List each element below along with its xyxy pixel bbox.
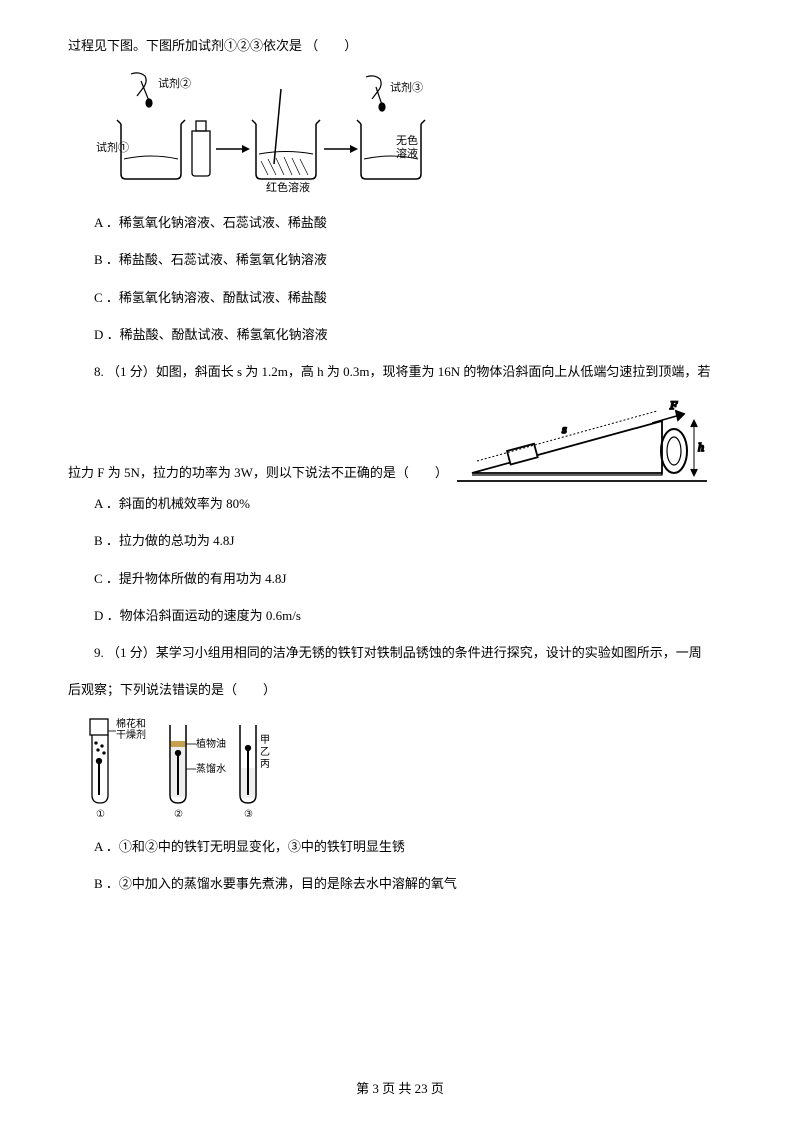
label-cotton2: 干燥剂 [116,728,146,741]
intro-line: 过程见下图。下图所加试剂①②③依次是 （ ） [68,30,732,61]
tube-num-2: ② [174,809,183,820]
label-reagent3: 试剂③ [390,80,423,94]
q8-option-d: D ．物体沿斜面运动的速度为 0.6m/s [68,600,732,631]
q9-stem1: 9. （1 分）某学习小组用相同的洁净无锈的铁钉对铁制品锈蚀的条件进行探究，设计… [68,637,732,668]
label-oil: 植物油 [196,737,226,750]
tube-num-1: ① [96,809,105,820]
label-right3: 丙 [260,759,270,770]
page-footer: 第 3 页 共 23 页 [0,1073,800,1104]
label-right2: 乙 [260,746,270,758]
label-cotton: 棉花和 [116,717,146,730]
label-right: 甲 [260,735,270,746]
q8-stem1: 8. （1 分）如图，斜面长 s 为 1.2m，高 h 为 0.3m，现将重为 … [68,356,732,387]
label-water: 蒸馏水 [196,762,226,775]
label-red: 红色溶液 [266,180,310,194]
q9-option-b: B ．②中加入的蒸馏水要事先煮沸，目的是除去水中溶解的氧气 [68,868,732,899]
q7-option-c: C ．稀氢氧化钠溶液、酚酞试液、稀盐酸 [68,282,732,313]
tube-num-3: ③ [244,809,253,820]
diagram-incline: s F h [452,393,712,488]
q8-option-b: B ．拉力做的总功为 4.8J [68,525,732,556]
q8-option-a: A ．斜面的机械效率为 80% [68,488,732,519]
q9-stem2: 后观察；下列说法错误的是（ ） [68,674,732,705]
q7-option-b: B ．稀盐酸、石蕊试液、稀氢氧化钠溶液 [68,244,732,275]
svg-text:h: h [698,440,704,454]
label-colorless2: 溶液 [396,146,418,160]
q8-option-c: C ．提升物体所做的有用功为 4.8J [68,563,732,594]
label-reagent-left: 试剂① [96,140,129,154]
q8-stem2-row: 拉力 F 为 5N，拉力的功率为 3W，则以下说法不正确的是（ ） s F [68,393,732,488]
svg-text:F: F [669,398,678,412]
label-colorless: 无色 [396,133,418,147]
q7-option-a: A ．稀氢氧化钠溶液、石蕊试液、稀盐酸 [68,207,732,238]
q8-stem2: 拉力 F 为 5N，拉力的功率为 3W，则以下说法不正确的是（ ） [68,457,448,488]
q7-option-d: D ．稀盐酸、酚酞试液、稀氢氧化钠溶液 [68,319,732,350]
diagram-reagents: 试剂② 试剂① 红色溶液 试剂③ [96,69,732,199]
diagram-tubes: 棉花和 干燥剂 ① 植物油 蒸馏水 ② 甲 乙 丙 ③ [78,713,732,823]
q9-option-a: A ．①和②中的铁钉无明显变化，③中的铁钉明显生锈 [68,831,732,862]
label-reagent2: 试剂② [158,76,191,90]
svg-text:s: s [562,422,567,436]
